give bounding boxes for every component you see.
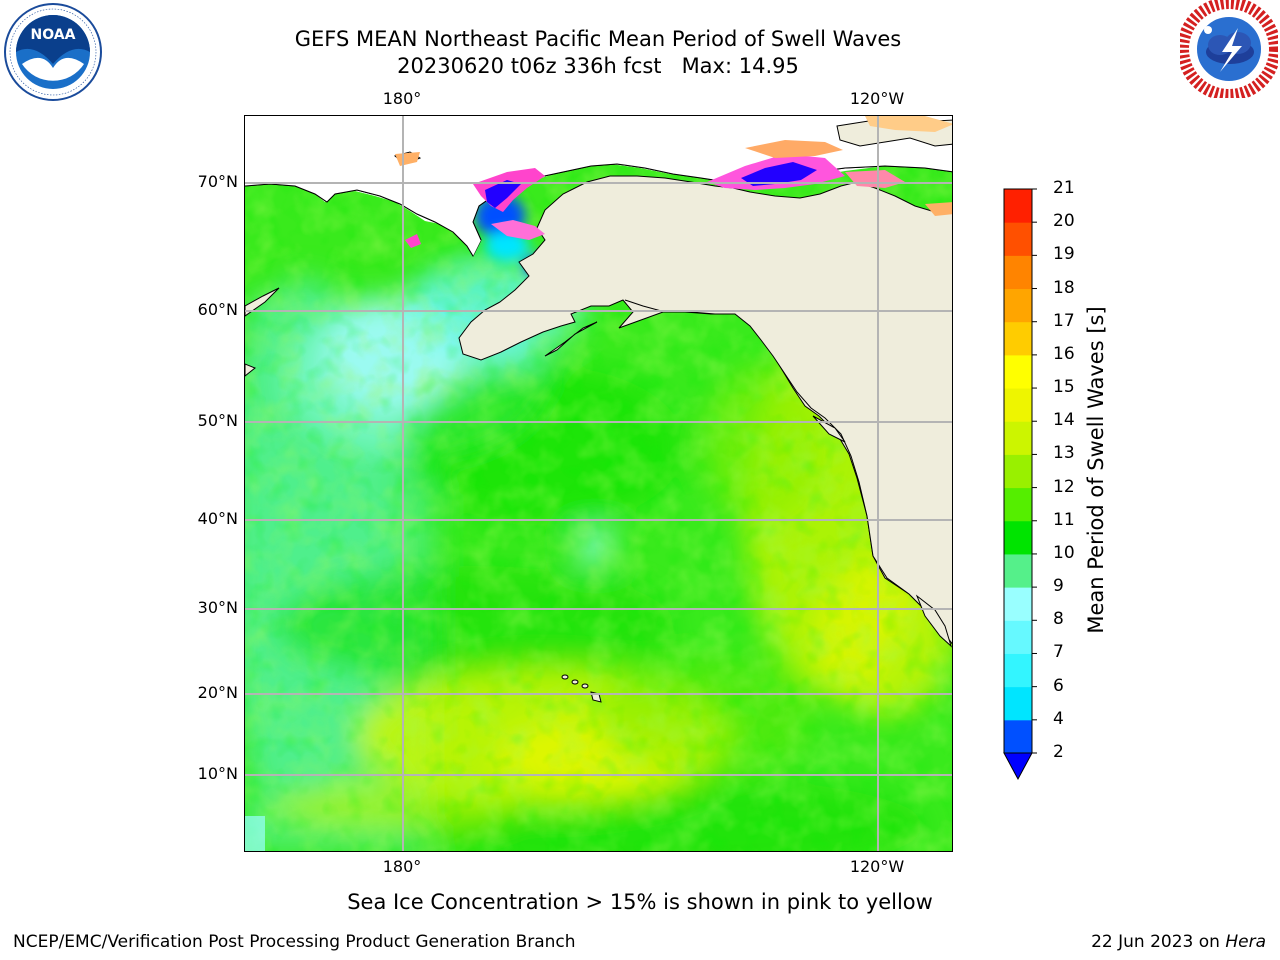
- colorbar-tick-label: 18: [1053, 277, 1075, 298]
- colorbar-tick-label: 14: [1053, 410, 1075, 431]
- colorbar-frame: [1003, 188, 1033, 754]
- colorbar-segment: [1004, 620, 1032, 654]
- colorbar-segment: [1004, 189, 1032, 223]
- footer-credit: NCEP/EMC/Verification Post Processing Pr…: [13, 932, 576, 952]
- colorbar-tick-label: 21: [1053, 178, 1075, 198]
- colorbar-tick-label: 6: [1053, 675, 1064, 696]
- colorbar-tick-label: 12: [1053, 476, 1075, 497]
- colorbar-segment: [1004, 255, 1032, 290]
- colorbar-segment: [1004, 421, 1032, 455]
- colorbar-tick-label: 11: [1053, 509, 1075, 530]
- colorbar-tick-label: 16: [1053, 343, 1075, 364]
- colorbar-segment: [1004, 553, 1032, 588]
- colorbar-tick-label: 15: [1053, 377, 1075, 398]
- colorbar-tick-label: 10: [1053, 542, 1075, 563]
- colorbar-tick-label: 8: [1053, 609, 1064, 630]
- colorbar-under-arrow: [1003, 752, 1033, 781]
- colorbar-tick-label: 17: [1053, 310, 1075, 331]
- lat-label-70n: 70°N: [197, 172, 238, 191]
- colorbar-tick-label: 19: [1053, 244, 1075, 265]
- footer-host: Hera: [1225, 932, 1266, 952]
- colorbar-tick-label: 4: [1053, 708, 1064, 729]
- colorbar-segment: [1004, 454, 1032, 489]
- lat-label-20n: 20°N: [197, 683, 238, 702]
- colorbar-segment: [1004, 388, 1032, 422]
- colorbar-segment: [1004, 487, 1032, 522]
- map-canvas: [245, 116, 952, 851]
- colorbar-segment: [1004, 520, 1032, 555]
- colorbar-segment: [1004, 321, 1032, 356]
- lat-label-10n: 10°N: [197, 764, 238, 783]
- noaa-logo: NOAA: [4, 3, 102, 101]
- lon-label-top-120w: 120°W: [849, 89, 905, 108]
- lon-label-bottom-180: 180°: [382, 857, 422, 876]
- sea-ice-note: Sea Ice Concentration > 15% is shown in …: [347, 890, 933, 914]
- colorbar-label: Mean Period of Swell Waves [s]: [1084, 306, 1108, 634]
- lon-label-top-180: 180°: [382, 89, 422, 108]
- colorbar-tick-label: 2: [1053, 742, 1064, 762]
- map-panel: [244, 115, 953, 852]
- colorbar-segment: [1004, 653, 1032, 688]
- colorbar-segment: [1004, 719, 1032, 754]
- noaa-logo-text: NOAA: [31, 27, 76, 43]
- lat-label-60n: 60°N: [197, 300, 238, 319]
- colorbar-segment: [1004, 288, 1032, 323]
- footer-date-text: 22 Jun 2023 on: [1091, 932, 1226, 952]
- colorbar-tick-label: 7: [1053, 642, 1064, 663]
- colorbar-tick-label: 9: [1053, 576, 1064, 597]
- nws-logo: [1180, 0, 1278, 98]
- lat-label-40n: 40°N: [197, 509, 238, 528]
- lon-label-bottom-120w: 120°W: [849, 857, 905, 876]
- lat-label-30n: 30°N: [197, 598, 238, 617]
- map-graticule: [245, 116, 952, 851]
- colorbar-tick-label: 20: [1053, 211, 1075, 232]
- footer-date: 22 Jun 2023 on Hera: [1091, 932, 1266, 952]
- colorbar: [1003, 188, 1037, 781]
- colorbar-segment: [1004, 222, 1032, 256]
- map-subtitle-run-info: 20230620 t06z 336h fcst Max: 14.95: [397, 54, 799, 78]
- map-title: GEFS MEAN Northeast Pacific Mean Period …: [294, 27, 902, 51]
- colorbar-segment: [1004, 354, 1032, 389]
- colorbar-segment: [1004, 686, 1032, 721]
- lat-label-50n: 50°N: [197, 411, 238, 430]
- colorbar-segment: [1004, 587, 1032, 621]
- hawaii-islands: [561, 674, 602, 703]
- colorbar-tick-label: 13: [1053, 443, 1075, 464]
